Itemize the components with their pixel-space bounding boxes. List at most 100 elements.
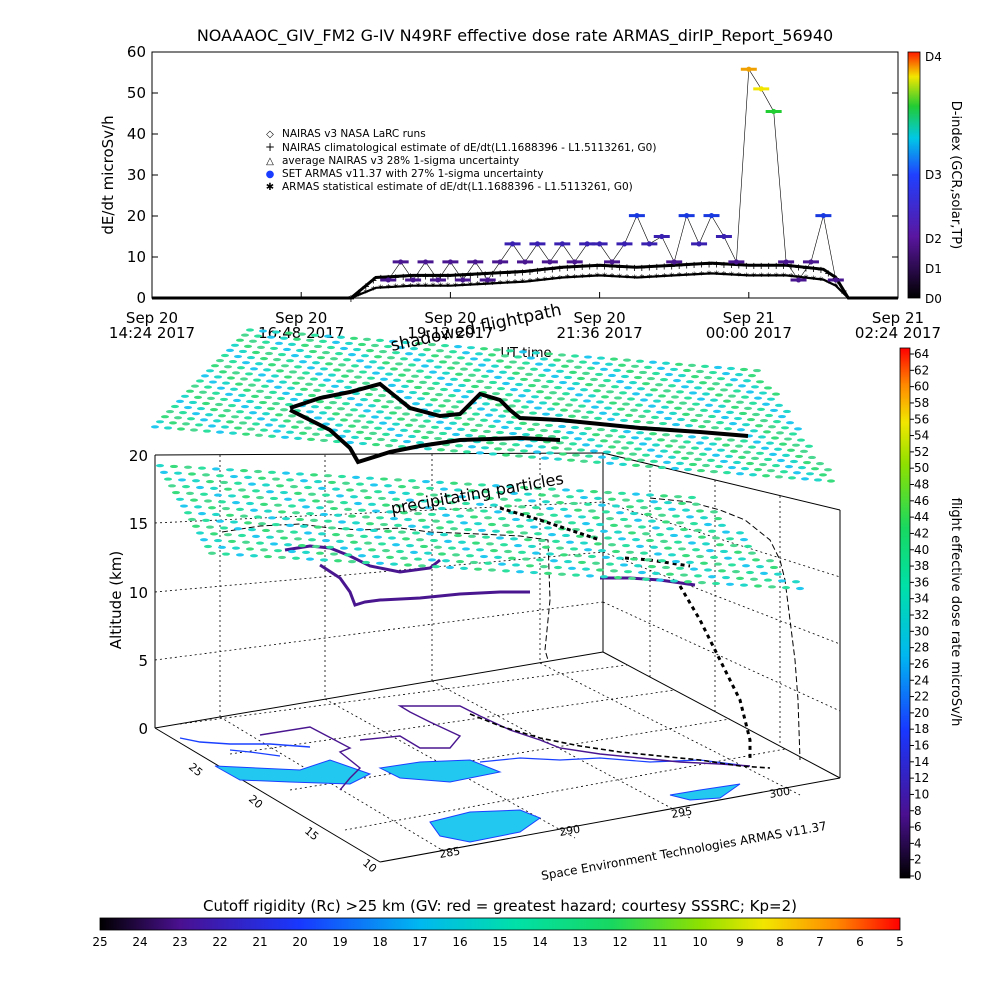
particle-dash xyxy=(311,333,319,337)
particle-dash xyxy=(711,426,719,430)
particle-dash xyxy=(688,541,696,545)
particle-dash xyxy=(474,567,482,571)
particle-dash xyxy=(387,356,395,360)
particle-dash xyxy=(378,542,386,546)
nairas-climatological-point: + xyxy=(347,294,355,305)
particle-dash xyxy=(235,382,243,386)
particle-dash xyxy=(464,527,472,532)
armas-statistical-point: * xyxy=(535,276,540,287)
particle-dash xyxy=(674,495,682,499)
particle-dash xyxy=(320,367,328,371)
particle-dash xyxy=(578,515,586,519)
particle-dash xyxy=(748,551,756,555)
particle-dash xyxy=(732,570,740,574)
particle-dash xyxy=(231,415,239,419)
particle-dash xyxy=(651,415,659,419)
nairas-climatological-point: + xyxy=(839,286,847,297)
particle-dash xyxy=(656,578,664,582)
particle-dash xyxy=(700,561,708,565)
particle-dash xyxy=(696,554,704,559)
particle-dash xyxy=(242,495,250,499)
particle-dash xyxy=(482,402,490,406)
particle-dash xyxy=(342,402,350,406)
top-x-axis-label: UT time xyxy=(501,346,552,361)
particle-dash xyxy=(403,368,411,372)
particle-dash xyxy=(320,512,328,517)
armas-statistical-point: * xyxy=(423,282,428,293)
particle-dash xyxy=(206,525,214,529)
set-armas-point xyxy=(808,259,814,265)
armas-statistical-point: * xyxy=(408,282,413,293)
particle-dash xyxy=(259,329,267,333)
particle-dash xyxy=(218,545,226,549)
particle-dash xyxy=(700,408,708,412)
particle-dash xyxy=(442,513,450,517)
particle-dash xyxy=(596,522,604,527)
ground-flightpath-shadow xyxy=(259,705,751,791)
longitude-tick-label: 290 xyxy=(558,823,581,839)
particle-dash xyxy=(451,405,459,409)
top-x-tick-label-1: Sep 20 xyxy=(424,309,476,327)
particle-dash xyxy=(595,444,603,448)
particle-dash xyxy=(738,384,746,388)
particle-dash xyxy=(683,440,691,444)
particle-dash xyxy=(542,545,550,549)
particle-dash xyxy=(592,516,600,520)
particle-dash xyxy=(280,336,288,340)
particle-dash xyxy=(649,432,657,436)
particle-dash xyxy=(429,370,437,374)
nairas-climatological-point: + xyxy=(682,261,690,272)
particle-dash xyxy=(552,494,560,498)
particle-dash xyxy=(444,426,452,430)
particle-dash xyxy=(361,354,369,358)
particle-dash xyxy=(600,575,608,579)
particle-dash xyxy=(578,560,586,565)
particle-dash xyxy=(284,375,292,379)
particle-dash xyxy=(324,406,332,410)
set-armas-point xyxy=(572,259,578,265)
particle-dash xyxy=(160,470,168,474)
particle-dash xyxy=(671,395,679,399)
particle-dash xyxy=(170,464,178,469)
particle-dash xyxy=(406,379,414,383)
particle-dash xyxy=(432,519,440,523)
dose-tick-label: 2 xyxy=(914,853,922,867)
particle-dash xyxy=(254,334,262,338)
particle-dash xyxy=(338,474,346,479)
particle-dash xyxy=(246,547,254,551)
armas-statistical-point: * xyxy=(371,285,376,296)
nairas-climatological-point: + xyxy=(690,260,698,271)
particle-dash xyxy=(432,381,440,385)
particle-dash xyxy=(340,501,348,505)
particle-dash xyxy=(377,366,385,370)
particle-dash xyxy=(590,449,598,453)
nairas-climatological-point: + xyxy=(645,263,653,274)
particle-dash xyxy=(525,444,533,448)
armas-statistical-point: * xyxy=(669,272,674,283)
particle-dash xyxy=(230,387,238,391)
particle-dash xyxy=(470,515,478,519)
particle-dash xyxy=(448,394,456,398)
particle-dash xyxy=(486,441,494,445)
particle-dash xyxy=(384,344,392,349)
particle-dash xyxy=(323,378,331,382)
armas-statistical-point: * xyxy=(617,273,622,284)
particle-dash xyxy=(216,519,224,523)
nairas-climatological-point: + xyxy=(503,268,511,279)
particle-dash xyxy=(395,433,403,438)
particle-dash xyxy=(698,535,706,539)
wall-projection-right xyxy=(649,497,801,761)
particle-dash xyxy=(724,427,732,431)
particle-dash xyxy=(240,377,248,381)
particle-dash xyxy=(512,563,520,567)
dose-tick-label: 32 xyxy=(914,608,929,622)
set-armas-point xyxy=(547,259,553,265)
particle-dash xyxy=(645,393,653,397)
particle-dash xyxy=(350,495,358,499)
particle-dash xyxy=(438,552,446,556)
particle-dash xyxy=(316,400,324,404)
dose-tick-label: 8 xyxy=(914,804,922,818)
particle-dash xyxy=(372,371,380,375)
